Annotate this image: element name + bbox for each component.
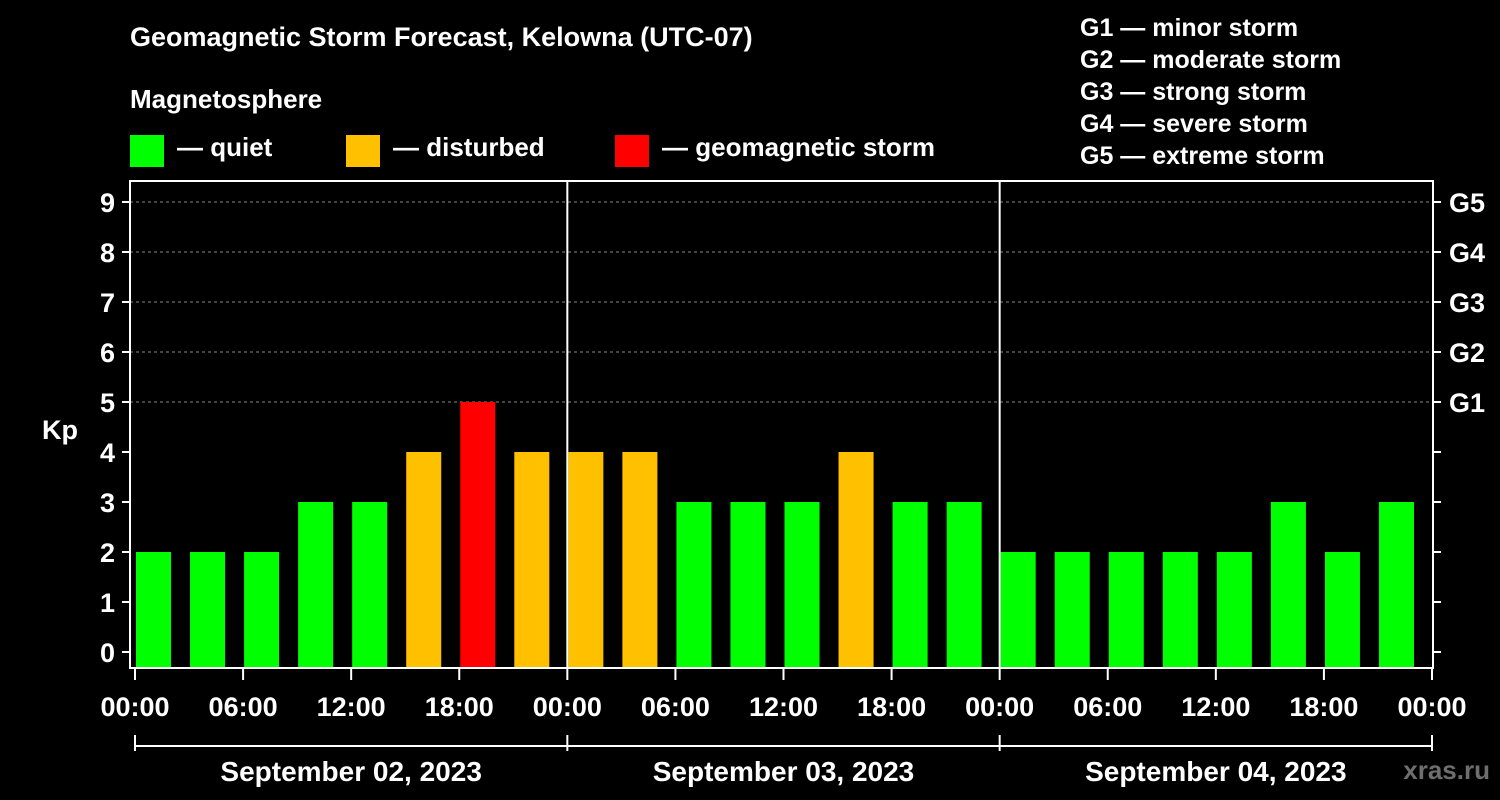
ytick-label-5: 5: [100, 388, 115, 418]
bar-14: [892, 502, 928, 668]
bar-22: [1324, 552, 1360, 668]
ytick-label-6: 6: [100, 338, 115, 368]
day-label-0: September 02, 2023: [220, 756, 482, 787]
bar-16: [1000, 552, 1036, 668]
bar-19: [1162, 552, 1198, 668]
watermark: xras.ru: [1403, 755, 1490, 785]
legend-label-storm: — geomagnetic storm: [662, 132, 936, 162]
right-tick-label-g5: G5: [1449, 188, 1485, 218]
storm-scale-g2: G2 — moderate storm: [1080, 46, 1342, 74]
bar-21: [1270, 502, 1306, 668]
ytick-label-4: 4: [100, 438, 115, 468]
xtick-label-12: 00:00: [1397, 692, 1466, 722]
bar-0: [136, 552, 172, 668]
xtick-label-0: 00:00: [100, 692, 169, 722]
day-label-2: September 04, 2023: [1085, 756, 1347, 787]
bar-8: [568, 452, 604, 668]
storm-scale-g5: G5 — extreme storm: [1080, 142, 1325, 170]
bar-13: [838, 452, 874, 668]
plot-frame: [129, 180, 1434, 669]
bar-15: [946, 502, 982, 668]
ytick-label-0: 0: [100, 638, 115, 668]
legend-title: Magnetosphere: [130, 84, 323, 114]
xtick-label-7: 18:00: [857, 692, 926, 722]
grid-layer: [130, 201, 1433, 403]
legend-label-quiet: — quiet: [177, 132, 273, 162]
bar-3: [298, 502, 334, 668]
xtick-label-10: 12:00: [1181, 692, 1250, 722]
bar-11: [730, 502, 766, 668]
legend-label-disturbed: — disturbed: [393, 132, 545, 162]
bar-1: [190, 552, 226, 668]
bar-18: [1108, 552, 1144, 668]
right-tick-label-g1: G1: [1449, 388, 1485, 418]
ytick-label-7: 7: [100, 288, 115, 318]
bar-layer: [136, 402, 1434, 668]
xtick-label-1: 06:00: [209, 692, 278, 722]
ytick-label-8: 8: [100, 238, 115, 268]
bar-4: [352, 502, 388, 668]
bar-9: [622, 452, 658, 668]
xtick-label-11: 18:00: [1289, 692, 1358, 722]
bar-20: [1216, 552, 1252, 668]
bar-12: [784, 502, 820, 668]
bar-23: [1378, 502, 1414, 668]
storm-scale-g3: G3 — strong storm: [1080, 78, 1307, 106]
xtick-label-2: 12:00: [317, 692, 386, 722]
ytick-label-1: 1: [100, 588, 115, 618]
ytick-label-9: 9: [100, 188, 115, 218]
ytick-label-3: 3: [100, 488, 115, 518]
xtick-label-9: 06:00: [1073, 692, 1142, 722]
storm-scale-g4: G4 — severe storm: [1080, 110, 1308, 138]
frame-layer: [122, 180, 1441, 751]
chart-title: Geomagnetic Storm Forecast, Kelowna (UTC…: [130, 22, 753, 52]
ytick-label-2: 2: [100, 538, 115, 568]
day-label-1: September 03, 2023: [653, 756, 915, 787]
bar-2: [244, 552, 280, 668]
xtick-label-8: 00:00: [965, 692, 1034, 722]
y-axis-label: Kp: [42, 415, 78, 445]
bar-17: [1054, 552, 1090, 668]
xtick-label-4: 00:00: [533, 692, 602, 722]
legend-swatch-storm: [615, 135, 649, 167]
right-tick-label-g4: G4: [1449, 238, 1485, 268]
storm-scale-g1: G1 — minor storm: [1080, 14, 1299, 42]
right-tick-label-g3: G3: [1449, 288, 1485, 318]
bar-7: [514, 452, 550, 668]
xtick-label-3: 18:00: [425, 692, 494, 722]
bar-10: [676, 502, 712, 668]
bar-6: [460, 402, 496, 668]
label-layer: 0 1 2 3 4 5 6 7 8 9 G1 G2 G3 G4 G5 Kp 00:00 06:00 12:00 18:…: [42, 188, 1485, 787]
legend-swatch-disturbed: [346, 135, 380, 167]
right-tick-label-g2: G2: [1449, 338, 1485, 368]
legend-swatch-quiet: [130, 135, 164, 167]
xtick-label-5: 06:00: [641, 692, 710, 722]
xtick-label-6: 12:00: [749, 692, 818, 722]
bar-5: [406, 452, 442, 668]
